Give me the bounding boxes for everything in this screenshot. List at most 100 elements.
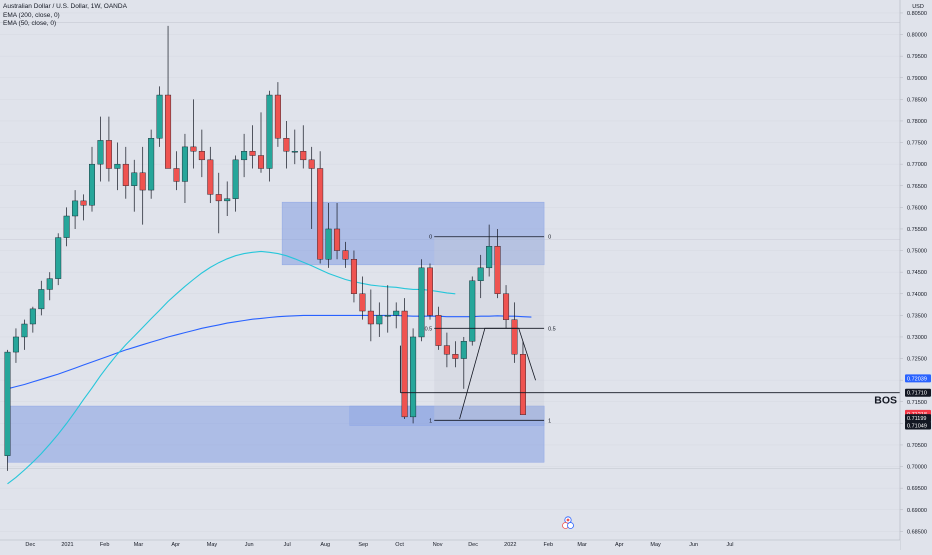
x-tick-label: Jul	[726, 542, 733, 548]
candle-body	[173, 168, 180, 182]
y-tick-label: 0.69500	[907, 486, 927, 492]
candle-body	[105, 140, 112, 169]
candle-body	[350, 259, 357, 294]
y-tick-label: 0.75000	[907, 249, 927, 255]
candle-body	[410, 336, 417, 418]
candle-body	[55, 237, 62, 279]
x-tick-label: Aug	[320, 542, 330, 548]
event-flag-icon	[567, 522, 574, 529]
y-tick-label: 0.79500	[907, 54, 927, 60]
candle-body	[29, 308, 36, 325]
candle-body	[443, 345, 450, 355]
bos-label: BOS	[874, 395, 897, 407]
candle-body	[317, 168, 324, 260]
y-tick-label: 0.80500	[907, 11, 927, 17]
candle-body	[80, 200, 87, 206]
symbol-title[interactable]: Australian Dollar / U.S. Dollar, 1W, OAN…	[3, 3, 127, 10]
x-tick-label: Sep	[358, 542, 368, 548]
x-tick-label: Dec	[468, 542, 478, 548]
candle-body	[72, 200, 79, 217]
price-label-text: 0.71199	[907, 416, 926, 422]
candle-body	[427, 267, 434, 316]
price-axis	[900, 0, 932, 550]
candle-body	[215, 194, 222, 202]
candle-body	[88, 163, 95, 206]
x-tick-label: Oct	[395, 542, 404, 548]
price-label-box	[905, 388, 931, 397]
fib-level-label-left: 0	[429, 235, 432, 241]
y-tick-label: 0.76000	[907, 205, 927, 211]
candle-body	[342, 250, 349, 260]
price-label-text: 0.72039	[907, 376, 927, 382]
ema-200-legend[interactable]: EMA (200, close, 0)	[3, 11, 60, 19]
candle-body	[511, 319, 518, 355]
candle-body	[401, 310, 408, 418]
price-label-text: 0.71049	[907, 424, 927, 430]
candle-body	[393, 310, 400, 316]
candle-body	[300, 150, 307, 161]
y-tick-label: 0.78500	[907, 97, 927, 103]
candle-body	[367, 310, 374, 325]
price-label-box	[905, 374, 931, 383]
candle-body	[122, 163, 129, 186]
candle-body	[38, 289, 45, 310]
candle-body	[452, 354, 459, 359]
x-tick-label: Nov	[433, 542, 443, 548]
candle-body	[308, 159, 315, 169]
y-tick-label: 0.70000	[907, 465, 927, 471]
price-label-box	[905, 414, 931, 423]
candle-body	[139, 172, 146, 191]
y-tick-label: 0.69000	[907, 508, 927, 514]
candle-body	[198, 150, 205, 161]
y-tick-label: 0.73000	[907, 335, 927, 341]
candle-body	[46, 278, 53, 290]
candle-body	[12, 336, 19, 353]
legend: Australian Dollar / U.S. Dollar, 1W, OAN…	[3, 3, 127, 29]
y-tick-label: 0.78000	[907, 119, 927, 125]
currency-label: USD	[912, 4, 924, 10]
candle-body	[232, 159, 239, 199]
ema-50-line	[7, 250, 456, 485]
price-label-text: 0.71710	[907, 391, 927, 397]
y-tick-label: 0.76500	[907, 184, 927, 190]
x-tick-label: Mar	[577, 542, 587, 548]
y-tick-label: 0.71500	[907, 400, 927, 406]
projection-path	[459, 327, 536, 420]
candle-body	[376, 315, 383, 325]
candle-body	[148, 138, 155, 191]
candle-body	[334, 228, 341, 251]
y-tick-label: 0.72500	[907, 357, 927, 363]
candle-body	[165, 94, 172, 169]
candle-body	[435, 315, 442, 346]
candle-body	[249, 150, 256, 156]
candle-body	[190, 146, 197, 152]
candle-body	[460, 341, 467, 359]
x-tick-label: Mar	[134, 542, 144, 548]
x-tick-label: Apr	[615, 542, 624, 548]
candle-body	[4, 351, 11, 456]
x-tick-label: May	[650, 542, 661, 548]
candle-body	[325, 228, 332, 260]
price-label-box	[905, 421, 931, 430]
y-tick-label: 0.75500	[907, 227, 927, 233]
candle-body	[63, 215, 70, 238]
fib-level-label-left: 1	[429, 418, 432, 424]
fib-level-label-right: 0	[548, 235, 551, 241]
candle-body	[131, 172, 138, 186]
fib-level-label-right: 0.5	[548, 326, 556, 332]
candle-body	[519, 354, 526, 415]
y-tick-label: 0.74000	[907, 292, 927, 298]
x-tick-label: 2022	[504, 542, 516, 548]
candle-body	[494, 246, 501, 294]
fib-level-label-right: 1	[548, 418, 551, 424]
candle-body	[359, 293, 366, 312]
y-tick-label: 0.70500	[907, 443, 927, 449]
ema-50-legend[interactable]: EMA (50, close, 0)	[3, 20, 57, 27]
candle-body	[477, 267, 484, 281]
supply-demand-zone	[7, 405, 545, 463]
x-tick-label: Feb	[100, 542, 109, 548]
y-tick-label: 0.73500	[907, 313, 927, 319]
y-tick-label: 0.77500	[907, 141, 927, 147]
